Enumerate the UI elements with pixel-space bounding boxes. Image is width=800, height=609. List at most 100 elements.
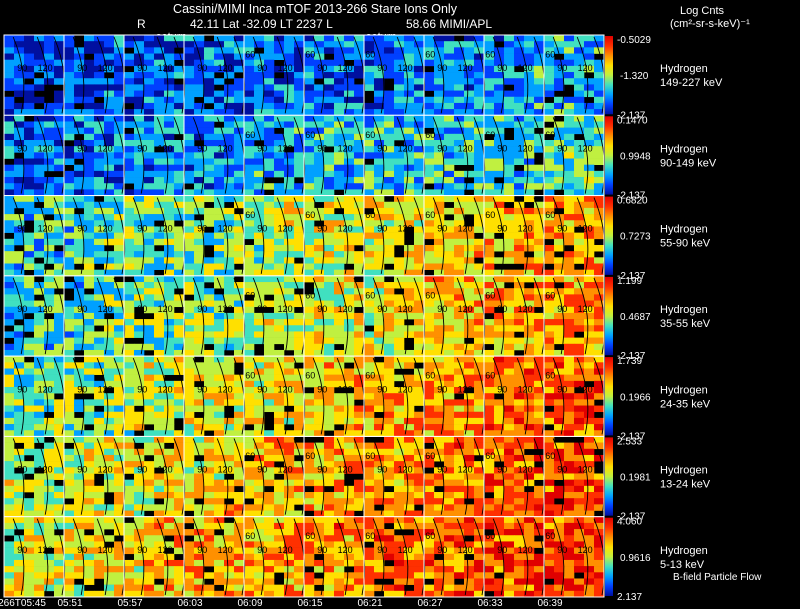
heatmap-cell	[534, 356, 545, 363]
heatmap-cell	[414, 53, 425, 61]
heatmap-cell	[444, 516, 455, 524]
heatmap-cell	[194, 467, 205, 474]
heatmap-cell	[164, 263, 175, 270]
heatmap-cell	[24, 41, 35, 48]
heatmap-cell	[544, 374, 555, 382]
heatmap-cell	[224, 72, 235, 79]
panel-energy-label: 13-24 keV	[660, 479, 711, 491]
heatmap-cell	[204, 529, 215, 536]
heatmap-cell	[164, 325, 175, 332]
heatmap-cell	[444, 442, 455, 450]
heatmap-cell	[4, 294, 15, 301]
heatmap-cell	[564, 158, 575, 165]
heatmap-cell	[274, 498, 285, 505]
heatmap-cell	[24, 183, 35, 190]
heatmap-cell	[504, 152, 515, 159]
heatmap-cell	[64, 522, 75, 530]
heatmap-cell	[324, 516, 335, 524]
heatmap-cell	[384, 207, 395, 215]
heatmap-cell	[184, 35, 195, 42]
heatmap-cell	[44, 529, 55, 536]
heatmap-cell	[594, 96, 605, 104]
heatmap-cell	[114, 41, 125, 48]
heatmap-cell	[104, 139, 115, 147]
heatmap-cell	[204, 485, 215, 493]
heatmap-cell	[414, 275, 425, 283]
heatmap-cell	[274, 312, 285, 320]
heatmap-cell	[384, 312, 395, 320]
heatmap-cell	[34, 195, 45, 203]
heatmap-cell	[554, 257, 565, 264]
heatmap-cell	[414, 374, 425, 382]
heatmap-cell	[444, 257, 455, 264]
heatmap-cell	[164, 96, 175, 104]
contour-label: 60	[485, 130, 495, 140]
heatmap-cell	[174, 263, 185, 270]
heatmap-cell	[304, 504, 315, 511]
heatmap-cell	[214, 393, 225, 400]
heatmap-cell	[594, 177, 605, 184]
heatmap-cell	[574, 467, 585, 474]
heatmap-cell	[144, 189, 155, 196]
heatmap-cell	[344, 405, 355, 413]
heatmap-cell	[504, 146, 515, 153]
heatmap-cell	[584, 473, 595, 480]
heatmap-cell	[414, 133, 425, 141]
heatmap-cell	[414, 436, 425, 443]
heatmap-cell	[304, 399, 315, 406]
heatmap-cell	[134, 541, 145, 548]
heatmap-cell	[474, 115, 485, 122]
heatmap-cell	[244, 331, 255, 338]
contour-label: 60	[545, 210, 555, 220]
heatmap-cell	[384, 368, 395, 375]
heatmap-cell	[584, 251, 595, 258]
heatmap-cell	[154, 201, 165, 209]
heatmap-cell	[564, 349, 575, 357]
heatmap-cell	[254, 485, 265, 493]
heatmap-cell	[84, 226, 95, 233]
heatmap-cell	[534, 102, 545, 110]
heatmap-cell	[104, 485, 115, 493]
heatmap-cell	[24, 522, 35, 530]
heatmap-cell	[74, 146, 85, 153]
heatmap-cell	[334, 522, 345, 530]
heatmap-cell	[124, 109, 135, 116]
heatmap-cell	[584, 78, 595, 85]
heatmap-cell	[184, 133, 195, 141]
heatmap-cell	[244, 516, 255, 524]
heatmap-cell	[564, 65, 575, 73]
heatmap-cell	[464, 411, 475, 419]
heatmap-cell	[334, 362, 345, 369]
heatmap-cell	[264, 207, 275, 215]
heatmap-cell	[374, 368, 385, 375]
heatmap-cell	[294, 312, 305, 320]
heatmap-cell	[364, 510, 375, 518]
heatmap-cell	[214, 257, 225, 264]
contour-label: 120	[38, 304, 53, 314]
heatmap-cell	[274, 275, 285, 283]
heatmap-cell	[174, 442, 185, 450]
heatmap-cell	[284, 183, 295, 190]
heatmap-cell	[534, 220, 545, 227]
heatmap-cell	[264, 152, 275, 159]
heatmap-cell	[294, 244, 305, 252]
heatmap-cell	[504, 41, 515, 48]
heatmap-cell	[314, 288, 325, 295]
colorbar-max-label: -0.5029	[617, 35, 651, 46]
heatmap-cell	[304, 522, 315, 530]
heatmap-cell	[234, 96, 245, 104]
heatmap-cell	[464, 201, 475, 209]
heatmap-cell	[444, 53, 455, 61]
heatmap-cell	[44, 368, 55, 375]
heatmap-cell	[284, 331, 295, 338]
heatmap-cell	[334, 454, 345, 462]
heatmap-cell	[554, 535, 565, 542]
heatmap-cell	[404, 177, 415, 184]
heatmap-cell	[134, 102, 145, 110]
heatmap-cell	[354, 35, 365, 42]
contour-label: 120	[278, 384, 293, 394]
heatmap-cell	[484, 59, 495, 67]
contour-label: 120	[98, 224, 113, 234]
heatmap-cell	[324, 251, 335, 258]
heatmap-cell	[254, 368, 265, 375]
